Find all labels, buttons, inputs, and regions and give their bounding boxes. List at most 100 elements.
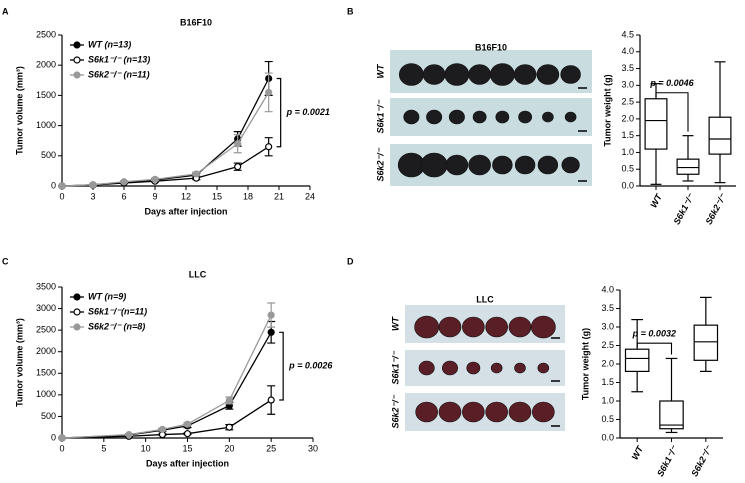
y-tick-label: 3.5 <box>601 303 614 313</box>
tumor <box>513 64 537 85</box>
tumor <box>397 152 425 178</box>
y-tick-label: 500 <box>41 411 56 421</box>
line <box>61 314 272 439</box>
photo-row-label: S6k2⁻/⁻ <box>390 394 400 428</box>
legend-label: WT (n=9) <box>88 291 126 301</box>
x-tick-label: 0 <box>59 443 64 453</box>
x-tick-label: 0 <box>59 191 64 201</box>
panel-letter: B <box>347 6 354 16</box>
y-tick-label: 2000 <box>36 346 56 356</box>
y-tick-label: 1.0 <box>621 147 634 157</box>
photo-strip <box>390 98 592 136</box>
tumor <box>418 360 435 376</box>
legend-label: S6k2⁻/⁻ (n=11) <box>88 69 150 79</box>
tumor <box>448 109 465 125</box>
tumor <box>398 63 424 86</box>
p-value: p = 0.0046 <box>649 78 694 88</box>
tumor <box>472 110 487 124</box>
tumor <box>441 360 458 376</box>
y-tick-label: 2.0 <box>621 113 634 123</box>
y-tick-label: 0.5 <box>601 414 614 424</box>
marker <box>192 170 200 178</box>
marker <box>183 430 192 438</box>
tumor <box>426 109 443 125</box>
legend-marker <box>73 71 81 79</box>
bracket <box>279 331 284 401</box>
marker <box>158 425 166 433</box>
y-axis-label: Tumor weight (g) <box>602 74 612 146</box>
x-tick-label: 6 <box>121 191 126 201</box>
tumor <box>542 111 554 123</box>
tumor <box>438 401 462 423</box>
x-tick-label: 9 <box>152 191 157 201</box>
y-tick-label: 4.0 <box>621 46 634 56</box>
y-tick-label: 0.5 <box>621 164 634 174</box>
x-tick-label: S6k2⁻/⁻ <box>704 191 729 226</box>
tumor <box>462 316 485 338</box>
marker <box>234 163 242 171</box>
y-tick-label: 2.5 <box>601 340 614 350</box>
legend-marker <box>73 293 81 301</box>
y-tick-label: 500 <box>41 150 56 160</box>
marker <box>267 311 275 319</box>
tumor <box>422 64 446 85</box>
tumor <box>514 155 536 175</box>
panel-letter: C <box>2 256 9 266</box>
photo-row-label: WT <box>375 63 385 78</box>
photo-row-label: S6k2⁻/⁻ <box>375 147 385 181</box>
y-tick-label: 1.0 <box>601 395 614 405</box>
marker <box>225 423 233 431</box>
y-axis-label: Tumor volume (mm³) <box>14 318 24 407</box>
tumor <box>438 316 462 338</box>
y-axis-label: Tumor volume (mm³) <box>14 66 24 155</box>
tumor <box>530 315 556 339</box>
photo-row-label: WT <box>390 316 400 331</box>
tumor <box>403 109 420 125</box>
x-tick-label: 10 <box>141 443 151 453</box>
tumor <box>420 152 448 178</box>
tumor <box>532 401 555 423</box>
panel-letter: A <box>2 6 9 16</box>
marker <box>125 430 133 439</box>
x-tick-label: 21 <box>274 191 284 201</box>
y-tick-label: 2000 <box>36 60 56 70</box>
tumor <box>536 64 560 85</box>
tumor <box>537 362 550 374</box>
x-axis-label: Days after injection <box>146 458 229 468</box>
x-axis-label: Days after injection <box>144 206 227 216</box>
line <box>61 331 272 439</box>
p-value: p = 0.0026 <box>288 361 333 371</box>
marker <box>267 396 275 404</box>
box <box>676 158 700 175</box>
y-tick-label: 2500 <box>36 325 56 335</box>
tumor <box>445 154 469 176</box>
tumor <box>518 110 533 124</box>
bracket <box>655 92 689 132</box>
y-tick-label: 1.5 <box>621 130 634 140</box>
line <box>61 399 272 439</box>
y-tick-label: 0.0 <box>601 432 614 442</box>
x-tick-label: 5 <box>101 443 106 453</box>
legend-label: WT (n=13) <box>88 39 131 49</box>
y-tick-label: 4.0 <box>601 284 614 294</box>
x-tick-label: 3 <box>90 191 95 201</box>
y-tick-label: 3.0 <box>621 80 634 90</box>
legend-marker <box>73 323 81 331</box>
tumor <box>495 110 510 124</box>
x-tick-label: 20 <box>224 443 234 453</box>
box <box>659 400 684 430</box>
legend-marker <box>73 56 81 64</box>
x-tick-label: WT <box>630 443 646 461</box>
y-tick-label: 1500 <box>36 90 56 100</box>
y-tick-label: 0.0 <box>621 180 634 190</box>
tumor <box>466 361 481 375</box>
marker <box>151 175 159 183</box>
photo-row-label: S6k1⁻/⁻ <box>390 350 400 384</box>
y-tick-label: 2500 <box>36 29 56 39</box>
tumor <box>560 65 581 84</box>
photo-row-label: S6k1⁻/⁻ <box>375 99 385 133</box>
y-tick-label: 3.0 <box>601 321 614 331</box>
marker <box>234 140 242 148</box>
tumor <box>468 154 491 176</box>
y-tick-label: 2.5 <box>621 96 634 106</box>
